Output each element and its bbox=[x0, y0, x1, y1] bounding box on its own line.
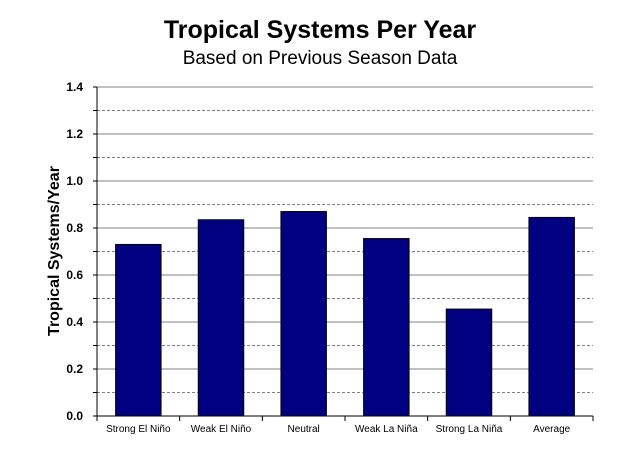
chart-title: Tropical Systems Per Year bbox=[163, 16, 477, 44]
y-tick-labels: 0.0 0.2 0.4 0.6 0.8 1.0 1.2 1.4 bbox=[66, 80, 83, 423]
axes bbox=[93, 86, 594, 421]
bar-4 bbox=[445, 308, 493, 417]
bar-3 bbox=[363, 238, 410, 417]
x-category-label: Strong La Niña bbox=[436, 424, 503, 435]
x-category-label: Average bbox=[533, 424, 571, 435]
y-tick-label: 1.2 bbox=[66, 127, 83, 141]
y-tick-label: 0.6 bbox=[66, 268, 83, 282]
y-tick-label: 0.0 bbox=[66, 409, 83, 423]
y-tick-label: 0.8 bbox=[66, 221, 83, 235]
gridlines bbox=[97, 86, 593, 393]
y-axis-title: Tropical Systems/Year bbox=[46, 166, 63, 336]
y-tick-label: 1.4 bbox=[66, 80, 83, 94]
bar-1 bbox=[197, 219, 245, 417]
x-category-label: Strong El Niño bbox=[106, 424, 171, 435]
bar-0 bbox=[115, 243, 162, 417]
x-category-label: Neutral bbox=[288, 424, 320, 435]
x-category-labels: Strong El Niño Weak El Niño Neutral Weak La… bbox=[106, 424, 571, 435]
y-tick-label: 1.0 bbox=[66, 174, 83, 188]
x-category-label: Weak El Niño bbox=[191, 424, 252, 435]
x-category-label: Weak La Niña bbox=[355, 424, 418, 435]
bars bbox=[115, 211, 575, 417]
y-tick-label: 0.4 bbox=[66, 315, 83, 329]
chart-subtitle: Based on Previous Season Data bbox=[182, 48, 458, 69]
bar-2 bbox=[280, 211, 327, 417]
bar-5 bbox=[528, 216, 575, 417]
y-tick-label: 0.2 bbox=[66, 362, 83, 376]
